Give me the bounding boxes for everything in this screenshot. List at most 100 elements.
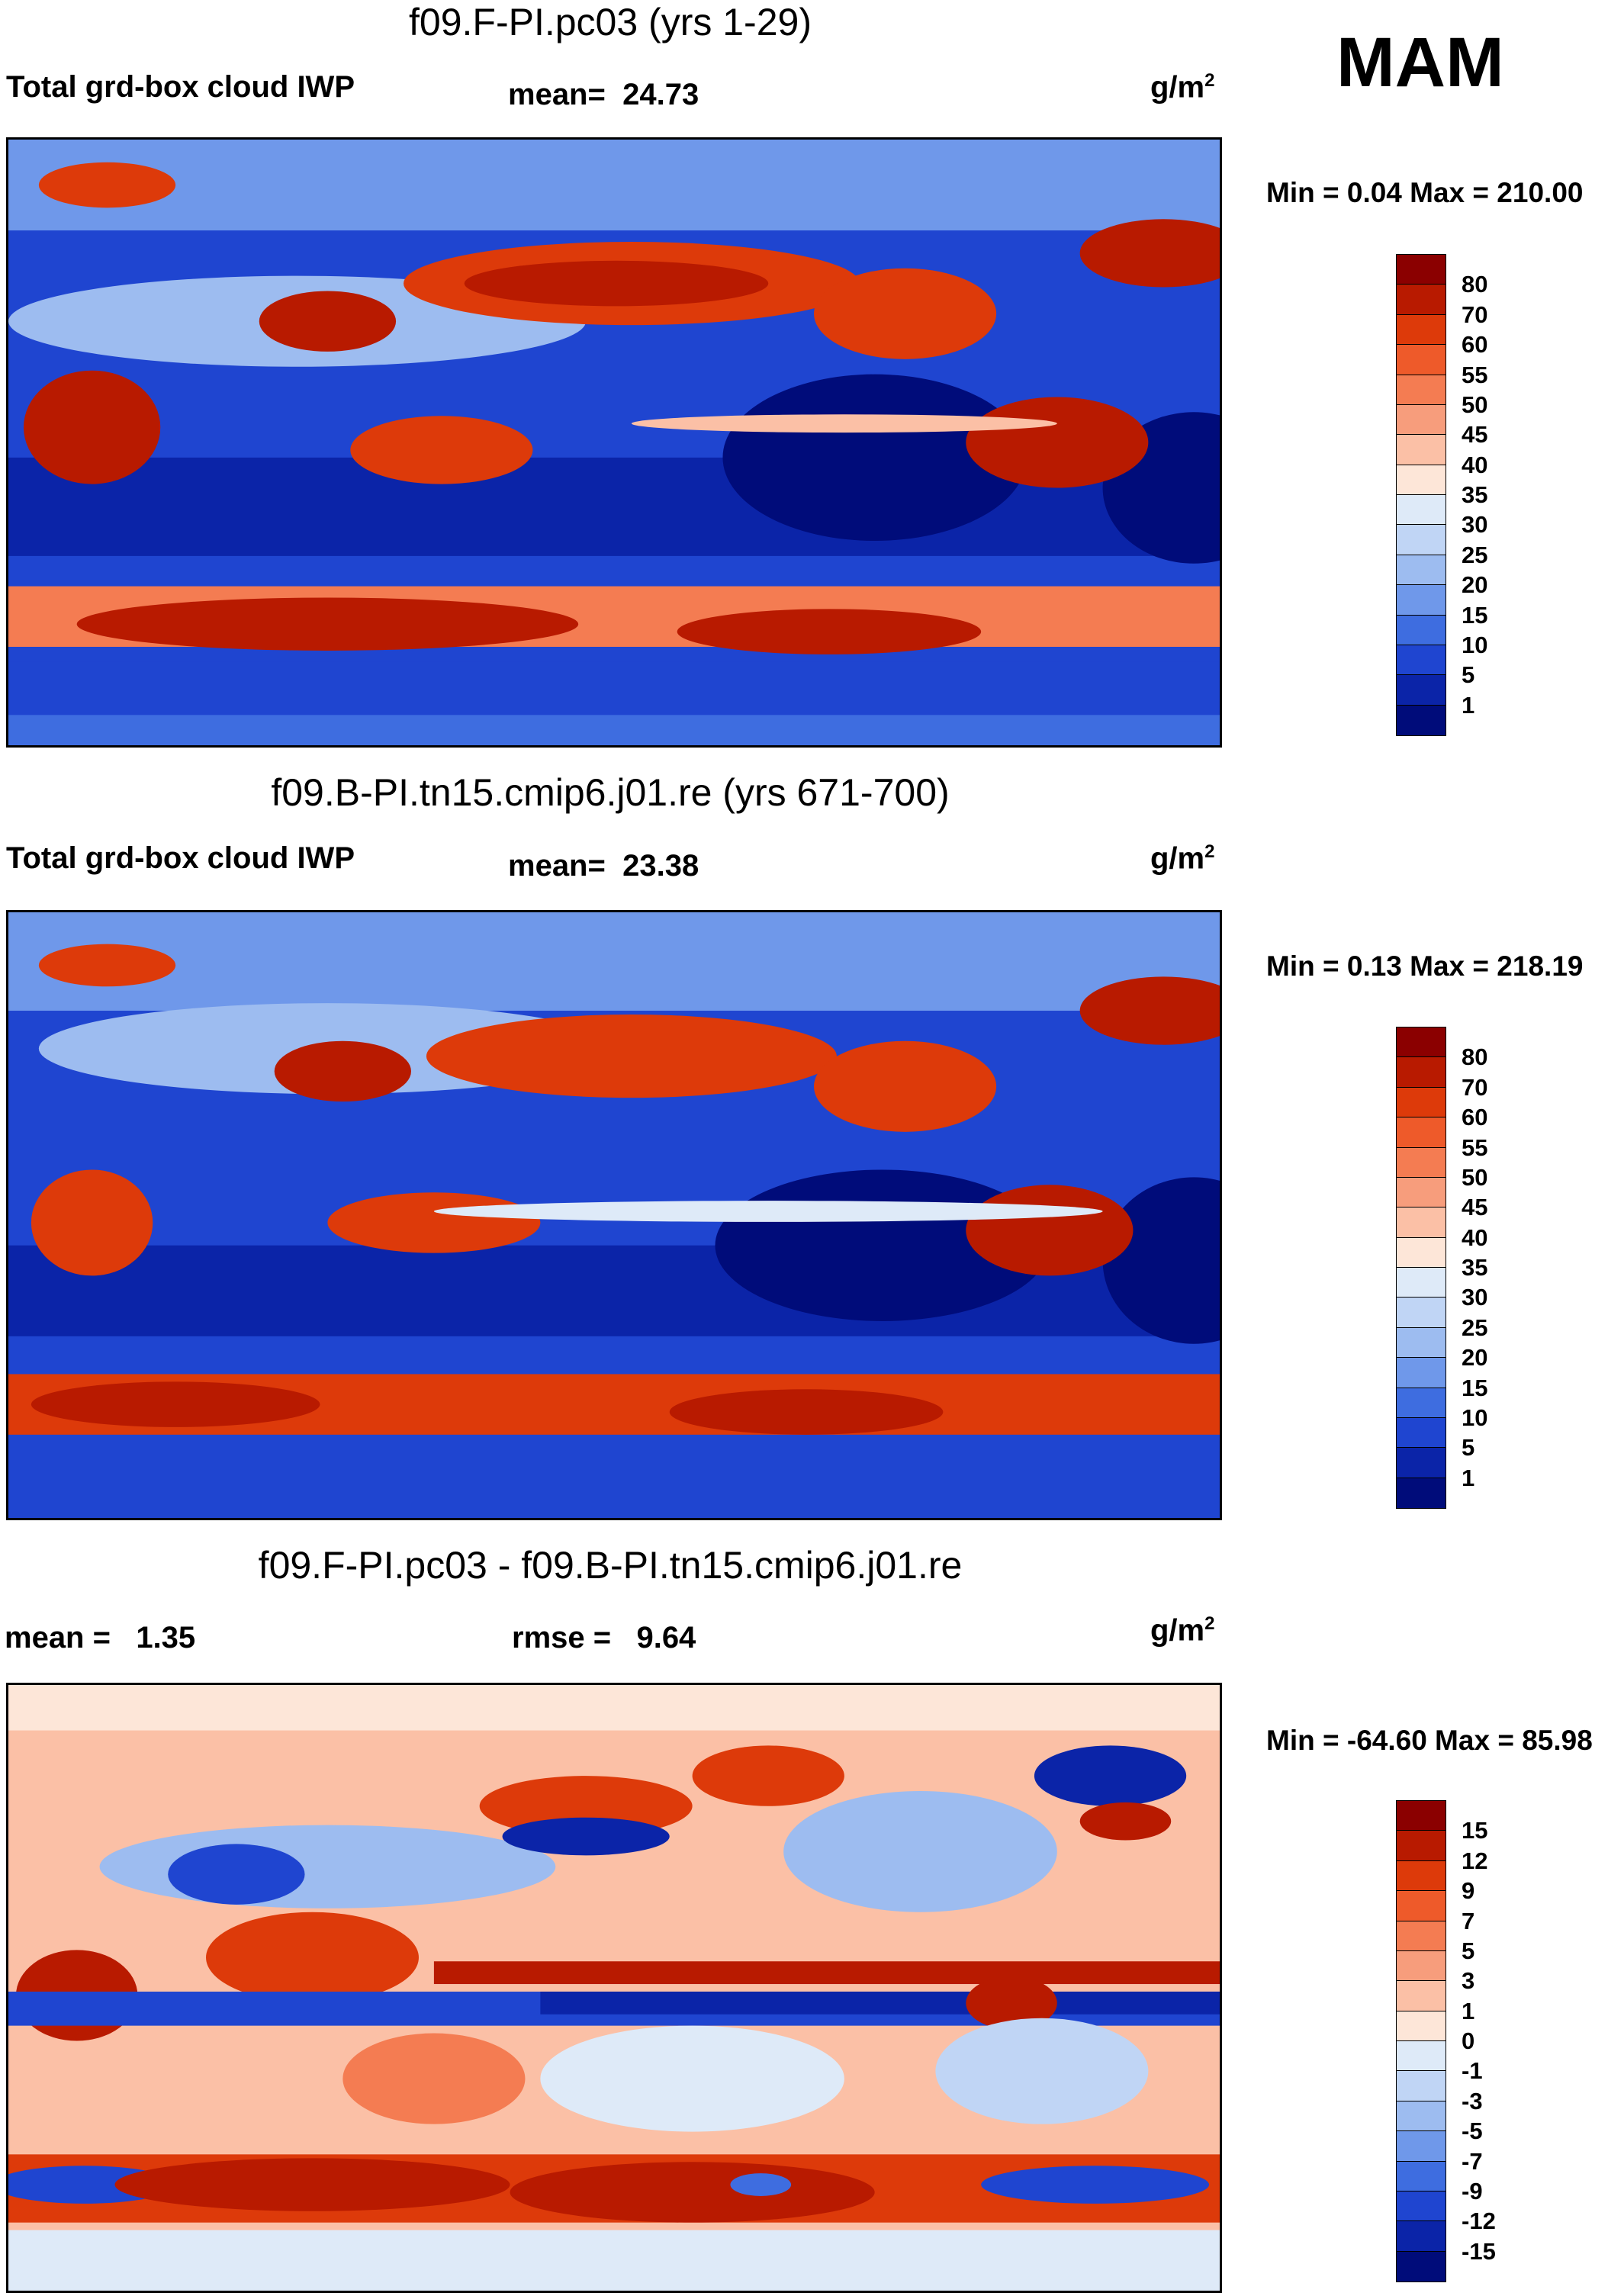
panel-1-colorbar-swatch [1396, 254, 1446, 285]
panel-2-colorbar-label: 35 [1462, 1254, 1488, 1281]
panel-2-colorbar-label: 50 [1462, 1163, 1488, 1191]
panel-3-colorbar-label: -5 [1462, 2118, 1483, 2145]
panel-1-colorbar-swatch [1396, 704, 1446, 736]
panel-2-colorbar-swatch [1396, 1477, 1446, 1509]
panel-2-map-field [8, 912, 1220, 1518]
panel-1-minmax: Min = 0.04 Max = 210.00 [1266, 177, 1584, 208]
season-label: MAM [1336, 24, 1504, 101]
panel-3-colorbar-swatch [1396, 2160, 1446, 2192]
panel-2-colorbar-swatch [1396, 1117, 1446, 1148]
panel-3-colorbar-swatch [1396, 2040, 1446, 2072]
panel-1-colorbar-label: 35 [1462, 481, 1488, 508]
panel-1-colorbar-swatch [1396, 344, 1446, 375]
panel-1-colorbar-swatch [1396, 644, 1446, 676]
panel-3-colorbar-swatch [1396, 2010, 1446, 2042]
panel-2-colorbar-swatch [1396, 1056, 1446, 1089]
panel-3-colorbar-label: -12 [1462, 2208, 1496, 2235]
panel-2-colorbar-label: 60 [1462, 1104, 1488, 1131]
panel-3-map-field [8, 1685, 1220, 2291]
panel-3-colorbar-label: 15 [1462, 1817, 1488, 1844]
panel-2-colorbar-swatch [1396, 1326, 1446, 1359]
panel-3-colorbar-label: 7 [1462, 1907, 1475, 1934]
panel-1-colorbar-label: 20 [1462, 571, 1488, 599]
panel-1-colorbar-label: 55 [1462, 361, 1488, 388]
panel-1-colorbar-swatch [1396, 554, 1446, 586]
panel-1-colorbar-label: 60 [1462, 331, 1488, 359]
panel-1-colorbar-swatch [1396, 584, 1446, 616]
panel-3-colorbar: 15 12 9 7 5 3 1 0 -1 -3 -5 -7 -9 -12 -15 [1396, 1800, 1496, 2282]
panel-1-colorbar-swatch [1396, 314, 1446, 346]
panel-3-colorbar-label: -15 [1462, 2237, 1496, 2265]
panel-1-colorbar-label: 40 [1462, 451, 1488, 478]
panel-3-colorbar-swatch [1396, 2190, 1446, 2222]
panel-2-colorbar-label: 55 [1462, 1134, 1488, 1161]
panel-1-colorbar-swatch [1396, 614, 1446, 646]
panel-2-colorbar-swatch [1396, 1146, 1446, 1179]
panel-2-mean-label: mean= 23.38 [508, 849, 699, 883]
panel-1-colorbar-swatch [1396, 494, 1446, 526]
panel-3-units: g/m2 [1150, 1613, 1215, 1648]
panel-1-colorbar-label: 50 [1462, 391, 1488, 418]
panel-2-colorbar: 80 70 60 55 50 45 40 35 30 25 20 15 10 5 1 [1396, 1027, 1487, 1509]
panel-3-colorbar-label: 12 [1462, 1847, 1488, 1874]
panel-3-colorbar-label: 0 [1462, 2027, 1475, 2054]
panel-3-colorbar-swatch [1396, 1860, 1446, 1892]
panel-3-colorbar-label: -7 [1462, 2147, 1483, 2175]
panel-2-colorbar-swatch [1396, 1176, 1446, 1208]
panel-1-colorbar-label: 25 [1462, 541, 1488, 568]
panel-3-colorbar-swatch [1396, 2250, 1446, 2282]
panel-2-colorbar-swatch [1396, 1267, 1446, 1298]
panel-2-colorbar-label: 45 [1462, 1194, 1488, 1221]
panel-3-colorbar-swatch [1396, 2220, 1446, 2253]
panel-2-colorbar-swatch [1396, 1357, 1446, 1388]
panel-1-title: f09.F-PI.pc03 (yrs 1-29) [409, 1, 812, 43]
panel-3-colorbar-swatch [1396, 2130, 1446, 2162]
panel-2-colorbar-label: 30 [1462, 1284, 1488, 1311]
panel-1-map-field [8, 140, 1220, 745]
panel-2-minmax: Min = 0.13 Max = 218.19 [1266, 950, 1584, 982]
panel-2-colorbar-swatch [1396, 1447, 1446, 1479]
panel-2-colorbar-swatch [1396, 1207, 1446, 1239]
panel-2-variable-label: Total grd-box cloud IWP [6, 841, 355, 875]
panel-1-colorbar-swatch [1396, 674, 1446, 706]
panel-1-colorbar-label: 70 [1462, 301, 1488, 328]
panel-3-rmse-value: 9.64 [636, 1621, 696, 1654]
panel-2-colorbar-swatch [1396, 1086, 1446, 1118]
panel-1-mean-label: mean= 24.73 [508, 78, 699, 111]
panel-1-colorbar-swatch [1396, 404, 1446, 436]
panel-3-colorbar-label: -9 [1462, 2177, 1483, 2204]
panel-2-colorbar-label: 40 [1462, 1224, 1488, 1251]
panel-2-title: f09.B-PI.tn15.cmip6.j01.re (yrs 671-700) [271, 771, 950, 814]
panel-2-units: g/m2 [1150, 841, 1215, 876]
panel-3-colorbar-label: 5 [1462, 1937, 1475, 1964]
panel-2-colorbar-swatch [1396, 1027, 1446, 1058]
panel-3-title: f09.F-PI.pc03 - f09.B-PI.tn15.cmip6.j01.… [258, 1544, 963, 1587]
panel-1-colorbar-label: 15 [1462, 601, 1488, 629]
panel-2-map [6, 910, 1222, 1520]
panel-1-colorbar-label: 10 [1462, 631, 1488, 658]
panel-3-colorbar-label: -3 [1462, 2087, 1483, 2114]
panel-1-map [6, 137, 1222, 748]
panel-3-colorbar-swatch [1396, 1980, 1446, 2012]
panel-2-colorbar-swatch [1396, 1297, 1446, 1329]
panel-2-colorbar-label: 80 [1462, 1043, 1488, 1071]
panel-3-colorbar-label: 9 [1462, 1877, 1475, 1905]
panel-1-mean-value: 24.73 [622, 78, 699, 111]
panel-3-colorbar-swatch [1396, 2100, 1446, 2132]
panel-1-colorbar-swatch [1396, 434, 1446, 466]
panel-3-colorbar-swatch [1396, 1890, 1446, 1921]
panel-2-colorbar-swatch [1396, 1417, 1446, 1449]
panel-1-colorbar-label: 45 [1462, 421, 1488, 449]
panel-1-units: g/m2 [1150, 70, 1215, 105]
panel-1-variable-label: Total grd-box cloud IWP [6, 70, 355, 104]
panel-1-colorbar-swatch [1396, 524, 1446, 556]
panel-1-colorbar-label: 80 [1462, 271, 1488, 298]
panel-3-colorbar-swatch [1396, 1830, 1446, 1862]
panel-3-colorbar-swatch [1396, 2070, 1446, 2102]
panel-1-colorbar-label: 1 [1462, 691, 1475, 719]
panel-3-colorbar-label: -1 [1462, 2057, 1483, 2085]
panel-2-colorbar-label: 70 [1462, 1073, 1488, 1101]
panel-3-colorbar-swatch [1396, 1920, 1446, 1952]
panel-3-colorbar-label: 3 [1462, 1967, 1475, 1995]
panel-1-colorbar: 80 70 60 55 50 45 40 35 30 25 20 15 10 5 1 [1396, 254, 1487, 736]
